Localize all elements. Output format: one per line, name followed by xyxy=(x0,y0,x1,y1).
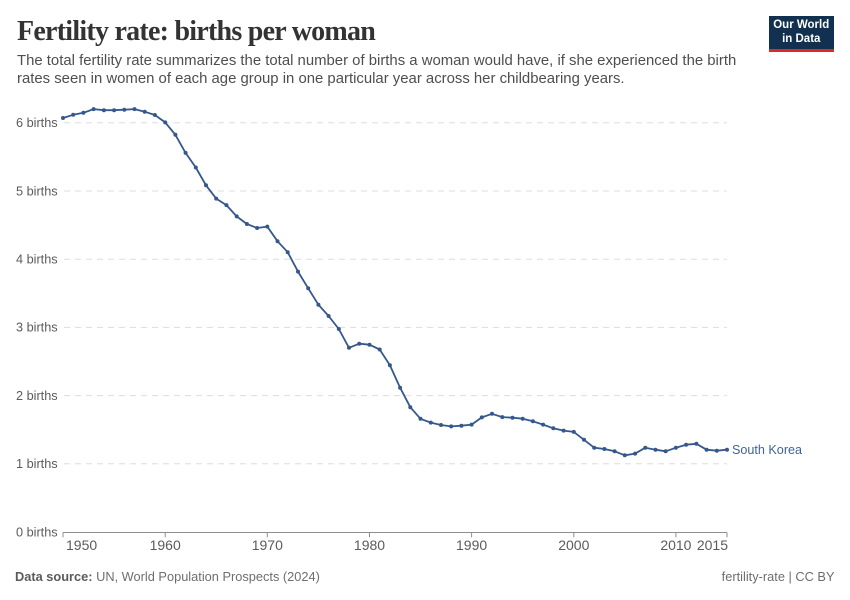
svg-text:4 births: 4 births xyxy=(16,253,58,267)
svg-text:1980: 1980 xyxy=(354,537,385,553)
svg-text:0 births: 0 births xyxy=(16,525,58,539)
svg-text:2015: 2015 xyxy=(697,537,728,553)
svg-text:South Korea: South Korea xyxy=(732,443,802,457)
svg-text:1960: 1960 xyxy=(150,537,181,553)
svg-text:6 births: 6 births xyxy=(16,116,58,130)
svg-text:1950: 1950 xyxy=(66,537,97,553)
svg-text:2 births: 2 births xyxy=(16,389,58,403)
svg-text:1 births: 1 births xyxy=(16,457,58,471)
svg-text:2010: 2010 xyxy=(660,537,691,553)
svg-text:3 births: 3 births xyxy=(16,321,58,335)
svg-text:5 births: 5 births xyxy=(16,184,58,198)
svg-text:1970: 1970 xyxy=(252,537,283,553)
svg-text:1990: 1990 xyxy=(456,537,487,553)
svg-text:2000: 2000 xyxy=(558,537,589,553)
